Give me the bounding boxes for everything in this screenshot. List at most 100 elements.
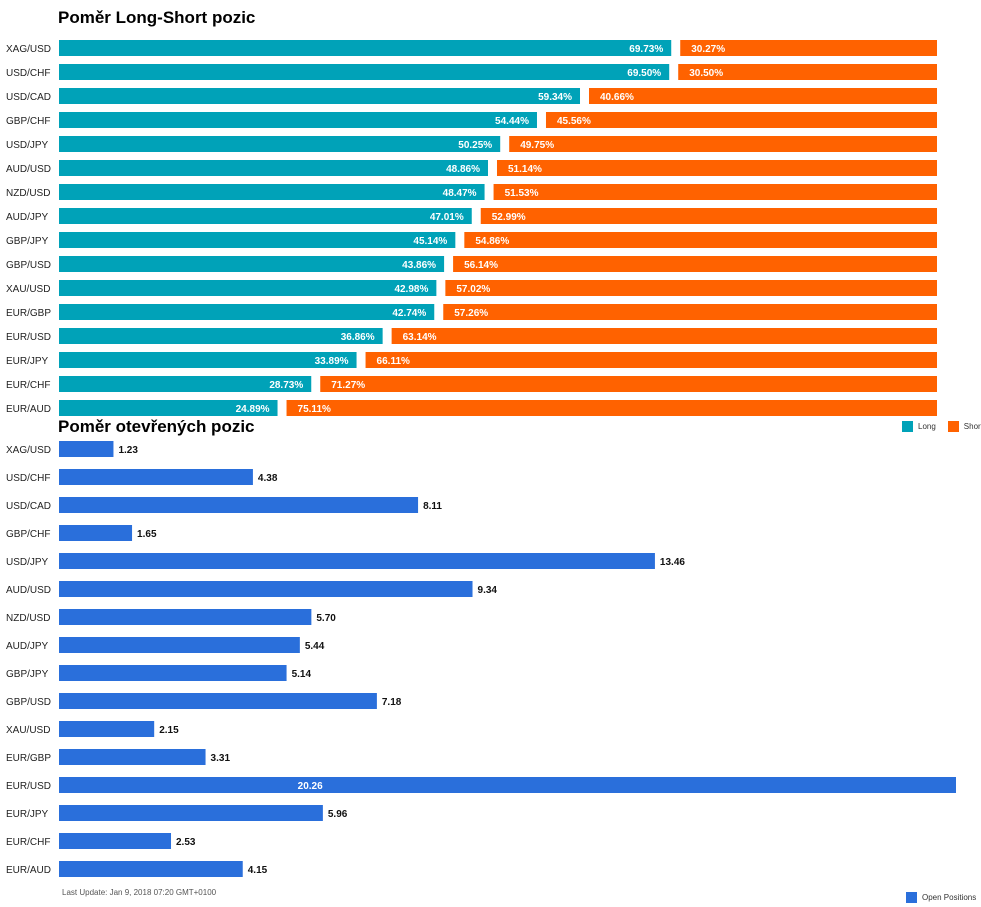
long-short-category-label: XAU/USD	[6, 284, 50, 295]
open-positions-value-label: 2.53	[176, 837, 196, 848]
open-positions-category-label: GBP/JPY	[6, 669, 49, 680]
legend-short: Short	[947, 421, 981, 432]
short-value-label: 57.02%	[456, 284, 490, 295]
long-short-category-label: EUR/CHF	[6, 380, 50, 391]
open-positions-category-label: USD/CAD	[6, 501, 51, 512]
long-value-label: 24.89%	[236, 404, 270, 415]
last-update-text: Last Update: Jan 9, 2018 07:20 GMT+0100	[62, 888, 217, 897]
long-short-category-label: EUR/AUD	[6, 404, 51, 415]
open-positions-category-label: EUR/GBP	[6, 753, 51, 764]
legend-long-swatch	[902, 421, 913, 432]
long-value-label: 59.34%	[538, 92, 572, 103]
short-bar	[493, 184, 937, 200]
open-positions-bar	[59, 497, 419, 513]
long-bar	[59, 232, 456, 248]
long-bar	[59, 352, 357, 368]
legend-open-label: Open Positions	[922, 893, 977, 902]
open-positions-category-label: USD/JPY	[6, 557, 49, 568]
open-positions-value-label: 8.11	[423, 501, 442, 512]
short-value-label: 30.27%	[691, 44, 725, 55]
long-short-category-label: USD/JPY	[6, 140, 49, 151]
open-positions-bar	[59, 833, 172, 849]
short-value-label: 57.26%	[454, 308, 488, 319]
long-value-label: 28.73%	[269, 380, 303, 391]
long-bar	[59, 376, 312, 392]
open-positions-bar	[59, 749, 206, 765]
open-positions-category-label: EUR/USD	[6, 781, 51, 792]
open-positions-legend: Open Positions	[894, 892, 976, 903]
open-positions-bar	[59, 441, 114, 457]
open-positions-category-label: GBP/CHF	[6, 529, 50, 540]
long-bar	[59, 112, 537, 128]
open-positions-category-label: EUR/AUD	[6, 865, 51, 876]
legend-open-swatch	[906, 892, 917, 903]
open-positions-category-label: EUR/CHF	[6, 837, 50, 848]
short-bar	[445, 280, 937, 296]
open-positions-category-label: GBP/USD	[6, 697, 51, 708]
long-value-label: 47.01%	[430, 212, 464, 223]
short-value-label: 54.86%	[475, 236, 509, 247]
long-short-category-label: EUR/USD	[6, 332, 51, 343]
long-value-label: 42.98%	[394, 284, 428, 295]
long-value-label: 50.25%	[458, 140, 492, 151]
open-positions-category-label: NZD/USD	[6, 613, 50, 624]
open-positions-value-label: 5.44	[305, 641, 325, 652]
long-bar	[59, 64, 670, 80]
short-bar	[286, 400, 938, 416]
short-value-label: 52.99%	[492, 212, 526, 223]
short-bar	[589, 88, 937, 104]
short-value-label: 30.50%	[689, 68, 723, 79]
short-bar	[443, 304, 937, 320]
long-bar	[59, 304, 435, 320]
long-short-category-label: GBP/USD	[6, 260, 51, 271]
long-bar	[59, 208, 472, 224]
open-positions-bar	[59, 721, 155, 737]
long-bar	[59, 256, 445, 272]
legend-open: Open Positions	[906, 892, 976, 903]
short-value-label: 71.27%	[331, 380, 365, 391]
long-bar	[59, 280, 437, 296]
open-positions-category-label: USD/CHF	[6, 473, 50, 484]
legend-short-label: Short	[963, 422, 981, 431]
short-bar	[496, 160, 937, 176]
short-value-label: 51.53%	[505, 188, 539, 199]
short-value-label: 51.14%	[508, 164, 542, 175]
short-value-label: 56.14%	[464, 260, 498, 271]
legend-long-label: Long	[918, 422, 936, 431]
long-value-label: 36.86%	[341, 332, 375, 343]
open-positions-value-label: 5.14	[292, 669, 312, 680]
open-positions-value-label: 4.15	[248, 865, 268, 876]
long-bar	[59, 328, 383, 344]
open-positions-value-label: 4.38	[258, 473, 278, 484]
short-bar	[453, 256, 937, 272]
open-positions-bar	[59, 525, 133, 541]
long-value-label: 45.14%	[413, 236, 447, 247]
open-positions-bar	[59, 861, 243, 877]
long-short-category-label: USD/CHF	[6, 68, 50, 79]
short-bar	[464, 232, 937, 248]
long-value-label: 33.89%	[315, 356, 349, 367]
open-positions-bar	[59, 469, 253, 485]
long-bar	[59, 40, 672, 56]
open-positions-value-label: 20.26	[298, 781, 323, 792]
short-bar	[391, 328, 937, 344]
open-positions-bar	[59, 637, 300, 653]
long-short-category-label: NZD/USD	[6, 188, 50, 199]
long-short-title: Poměr Long-Short pozic	[58, 8, 256, 27]
long-value-label: 69.50%	[627, 68, 661, 79]
open-positions-value-label: 13.46	[660, 557, 685, 568]
long-short-category-label: GBP/JPY	[6, 236, 49, 247]
open-positions-title: Poměr otevřených pozic	[58, 417, 255, 436]
long-short-category-label: AUD/USD	[6, 164, 51, 175]
short-value-label: 66.11%	[377, 356, 410, 367]
long-value-label: 69.73%	[629, 44, 663, 55]
open-positions-category-label: EUR/JPY	[6, 809, 49, 820]
short-bar	[509, 136, 937, 152]
short-value-label: 75.11%	[298, 404, 331, 415]
short-value-label: 49.75%	[520, 140, 554, 151]
long-short-category-label: USD/CAD	[6, 92, 51, 103]
open-positions-value-label: 3.31	[211, 753, 231, 764]
open-positions-value-label: 2.15	[159, 725, 179, 736]
open-positions-bar	[59, 553, 655, 569]
